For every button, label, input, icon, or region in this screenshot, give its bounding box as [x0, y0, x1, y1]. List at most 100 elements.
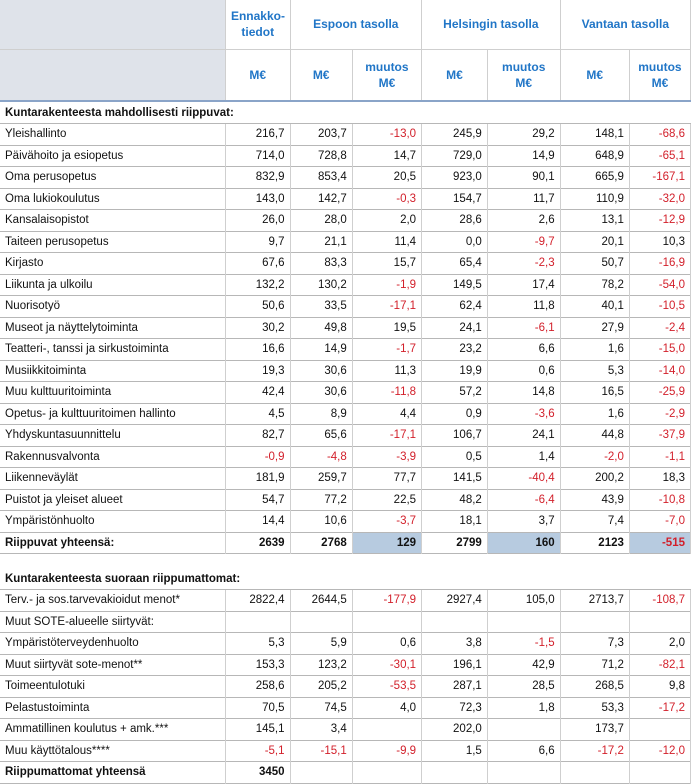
table-row: Opetus- ja kulttuuritoimen hallinto 4,5 8,…	[0, 403, 691, 425]
table-row: Oma perusopetus 832,9 853,4 20,5 923,0 90,1 66…	[0, 166, 691, 188]
row-value	[629, 718, 691, 740]
table-row: Kirjasto 67,6 83,3 15,7 65,4 -2,3 50,7 -16,9	[0, 252, 691, 274]
row-value: -177,9	[352, 589, 423, 611]
row-value: 65,4	[421, 252, 488, 274]
row-value: 9,8	[629, 675, 691, 697]
table-row: Ympäristönhuolto 14,4 10,6 -3,7 18,1 3,7 7,4 -7…	[0, 510, 691, 532]
row-value: 3,7	[487, 510, 561, 532]
table-row: Rakennusvalvonta -0,9 -4,8 -3,9 0,5 1,4 -2,0 -1…	[0, 446, 691, 468]
row-value: 5,3	[225, 632, 291, 654]
row-value	[560, 611, 630, 633]
row-value: 7,3	[560, 632, 630, 654]
section-dependent: Kuntarakenteesta mahdollisesti riippuvat…	[0, 101, 691, 554]
section-title: Kuntarakenteesta suoraan riippumattomat:	[0, 568, 691, 590]
row-value: 40,1	[560, 295, 630, 317]
row-value: 7,4	[560, 510, 630, 532]
row-value: 13,1	[560, 209, 630, 231]
row-value: 728,8	[290, 145, 353, 167]
row-value: 78,2	[560, 274, 630, 296]
row-label: Puistot ja yleiset alueet	[0, 489, 226, 511]
row-value: -108,7	[629, 589, 691, 611]
row-value: -32,0	[629, 188, 691, 210]
header-muutos: muutos M€	[487, 49, 561, 102]
row-value: -7,0	[629, 510, 691, 532]
row-value: 923,0	[421, 166, 488, 188]
row-value: 2,0	[352, 209, 423, 231]
row-value: -82,1	[629, 654, 691, 676]
row-value: -2,9	[629, 403, 691, 425]
row-value: -0,9	[225, 446, 291, 468]
section-gap	[0, 554, 691, 569]
row-value: 49,8	[290, 317, 353, 339]
row-value: 2713,7	[560, 589, 630, 611]
row-value: -1,5	[487, 632, 561, 654]
row-label: Musiikkitoiminta	[0, 360, 226, 382]
row-value: 4,5	[225, 403, 291, 425]
row-value: -65,1	[629, 145, 691, 167]
table-row: Oma lukiokoulutus 143,0 142,7 -0,3 154,7 11,7…	[0, 188, 691, 210]
header-me: M€	[560, 49, 630, 102]
row-label: Yleishallinto	[0, 123, 226, 145]
row-value: 130,2	[290, 274, 353, 296]
row-value	[487, 761, 561, 783]
table-row: Terv.- ja sos.tarvevakioidut menot* 2822,…	[0, 589, 691, 611]
table-row: Muu käyttötalous**** -5,1 -15,1 -9,9 1,5 6,6-…	[0, 740, 691, 762]
table-row: Muut siirtyvät sote-menot** 153,3 123,2 -30…	[0, 654, 691, 676]
row-value: 62,4	[421, 295, 488, 317]
row-value: 14,9	[487, 145, 561, 167]
row-label: Muu käyttötalous****	[0, 740, 226, 762]
table-row: Muu kulttuuritoiminta 42,4 30,6 -11,8 57,2 14…	[0, 381, 691, 403]
row-value: 143,0	[225, 188, 291, 210]
row-value: -11,8	[352, 381, 423, 403]
section-title-row: Kuntarakenteesta mahdollisesti riippuvat…	[0, 101, 691, 124]
row-value: 2,6	[487, 209, 561, 231]
row-value: 0,0	[421, 231, 488, 253]
row-value: -6,4	[487, 489, 561, 511]
row-value: 23,2	[421, 338, 488, 360]
row-value: 19,5	[352, 317, 423, 339]
row-value: 5,3	[560, 360, 630, 382]
row-label: Yhdyskuntasuunnittelu	[0, 424, 226, 446]
row-value: 30,2	[225, 317, 291, 339]
row-value: 19,3	[225, 360, 291, 382]
row-value: -6,1	[487, 317, 561, 339]
row-label: Ympäristöterveydenhuolto	[0, 632, 226, 654]
row-value: 287,1	[421, 675, 488, 697]
row-value: 8,9	[290, 403, 353, 425]
row-value: 19,9	[421, 360, 488, 382]
row-label: Riippumattomat yhteensä	[0, 761, 226, 783]
row-value	[225, 611, 291, 633]
row-label: Muut SOTE-alueelle siirtyvät:	[0, 611, 226, 633]
total-row: Riippuvat yhteensä: 2639 2768 129 2799 160 212…	[0, 532, 691, 554]
row-value: 203,7	[290, 123, 353, 145]
row-value: 29,2	[487, 123, 561, 145]
row-value	[352, 761, 423, 783]
row-value: 44,8	[560, 424, 630, 446]
row-value	[352, 718, 423, 740]
row-value: 71,2	[560, 654, 630, 676]
row-value: 648,9	[560, 145, 630, 167]
table-row: Taiteen perusopetus 9,7 21,1 11,4 0,0 -9,7 20,…	[0, 231, 691, 253]
row-value: 216,7	[225, 123, 291, 145]
row-value: -17,2	[560, 740, 630, 762]
row-value: 14,9	[290, 338, 353, 360]
row-value: 1,4	[487, 446, 561, 468]
section-independent: Kuntarakenteesta suoraan riippumattomat:…	[0, 554, 691, 783]
row-value: -4,8	[290, 446, 353, 468]
row-value: 1,5	[421, 740, 488, 762]
row-label: Museot ja näyttelytoiminta	[0, 317, 226, 339]
row-value	[560, 761, 630, 783]
row-value: -16,9	[629, 252, 691, 274]
row-value	[290, 611, 353, 633]
header-me: M€	[290, 49, 353, 102]
row-label: Toimeentulotuki	[0, 675, 226, 697]
row-value: -12,0	[629, 740, 691, 762]
row-value: 245,9	[421, 123, 488, 145]
row-value: 160	[487, 532, 561, 554]
row-value: 14,7	[352, 145, 423, 167]
row-label: Pelastustoiminta	[0, 697, 226, 719]
row-label: Nuorisotyö	[0, 295, 226, 317]
row-value: 2644,5	[290, 589, 353, 611]
row-value: -12,9	[629, 209, 691, 231]
